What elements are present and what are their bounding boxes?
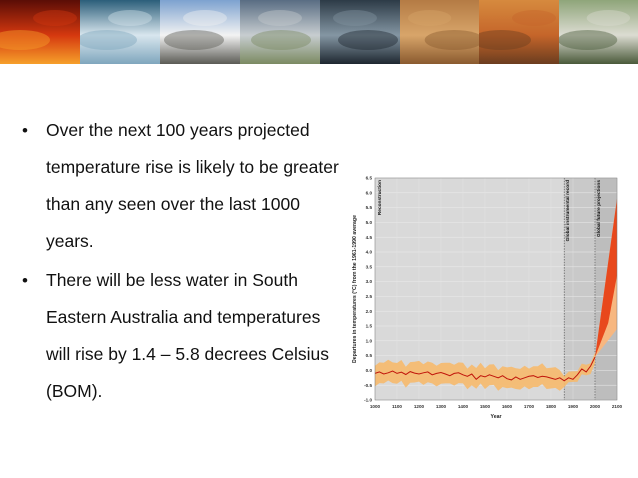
region-background: [564, 178, 595, 400]
bushfire-photo: [0, 0, 80, 64]
temperature-chart-svg: -1.0 -0.5 0.0 0.5 1.0 1.5 2.0 2.5 3.0 3.5 4.0 4.5 5.…: [352, 176, 623, 420]
x-tick-label: 2100: [612, 404, 623, 409]
drought-carcass-photo: [479, 0, 559, 64]
x-axis-title: Year: [491, 414, 502, 420]
flood-photo: [559, 0, 638, 64]
y-tick-label: 3.0: [366, 279, 373, 284]
y-tick-label: -0.5: [364, 383, 372, 388]
x-tick-label: 1800: [546, 404, 557, 409]
y-tick-label: 4.0: [366, 250, 373, 255]
y-tick-label: 2.5: [366, 294, 373, 299]
y-tick-label: 5.0: [366, 220, 373, 225]
y-tick-label: 6.0: [366, 190, 373, 195]
bullet-text: There will be less water in South Easter…: [46, 270, 330, 401]
x-tick-label: 1200: [414, 404, 425, 409]
region-label: Global future projections: [596, 180, 602, 237]
y-tick-label: 2.0: [366, 309, 373, 314]
rainbow-photo: [240, 0, 320, 64]
y-tick-label: 0.0: [366, 368, 373, 373]
region-label: Reconstruction: [377, 180, 383, 215]
y-tick-label: 1.5: [366, 324, 373, 329]
temperature-chart: -1.0 -0.5 0.0 0.5 1.0 1.5 2.0 2.5 3.0 3.5 4.0 4.5 5.…: [350, 166, 628, 438]
y-tick-label: 0.5: [366, 353, 373, 358]
x-tick-label: 1900: [568, 404, 579, 409]
y-tick-label: 5.5: [366, 205, 373, 210]
x-tick-label: 1700: [524, 404, 535, 409]
plot-frame: [374, 177, 618, 401]
x-tick-label: 1100: [392, 404, 402, 409]
x-tick-label: 1500: [480, 404, 491, 409]
y-axis-title: Departures in temperatures (°C) from the…: [352, 215, 358, 363]
y-tick-label: 1.0: [366, 338, 373, 343]
dust-storm-photo: [400, 0, 479, 64]
y-tick-label: 4.5: [366, 235, 373, 240]
bullet-list: • Over the next 100 years projected temp…: [22, 112, 342, 412]
region-background: [375, 178, 565, 400]
uncertainty-band: [375, 352, 595, 391]
harbour-bridge-storm-photo: [320, 0, 400, 64]
y-tick-label: -1.0: [364, 398, 372, 403]
bullet-marker: •: [22, 271, 28, 290]
y-tick-label: 3.5: [366, 264, 373, 269]
temperature-line: [374, 356, 596, 382]
x-tick-label: 1400: [458, 404, 469, 409]
region-label: Global instrumental record: [565, 180, 571, 241]
bullet-marker: •: [22, 121, 28, 140]
cyclone-satellite-photo: [80, 0, 160, 64]
x-tick-label: 2000: [590, 404, 601, 409]
bullet-item-temperature-rise: • Over the next 100 years projected temp…: [22, 112, 342, 260]
y-tick-label: 6.5: [366, 176, 373, 181]
bullet-text: Over the next 100 years projected temper…: [46, 120, 339, 251]
x-tick-label: 1600: [502, 404, 513, 409]
bullet-item-less-water: • There will be less water in South East…: [22, 262, 342, 410]
photo-banner: [0, 0, 638, 64]
snowy-trees-photo: [160, 0, 240, 64]
x-tick-label: 1300: [436, 404, 447, 409]
x-tick-label: 1000: [370, 404, 381, 409]
